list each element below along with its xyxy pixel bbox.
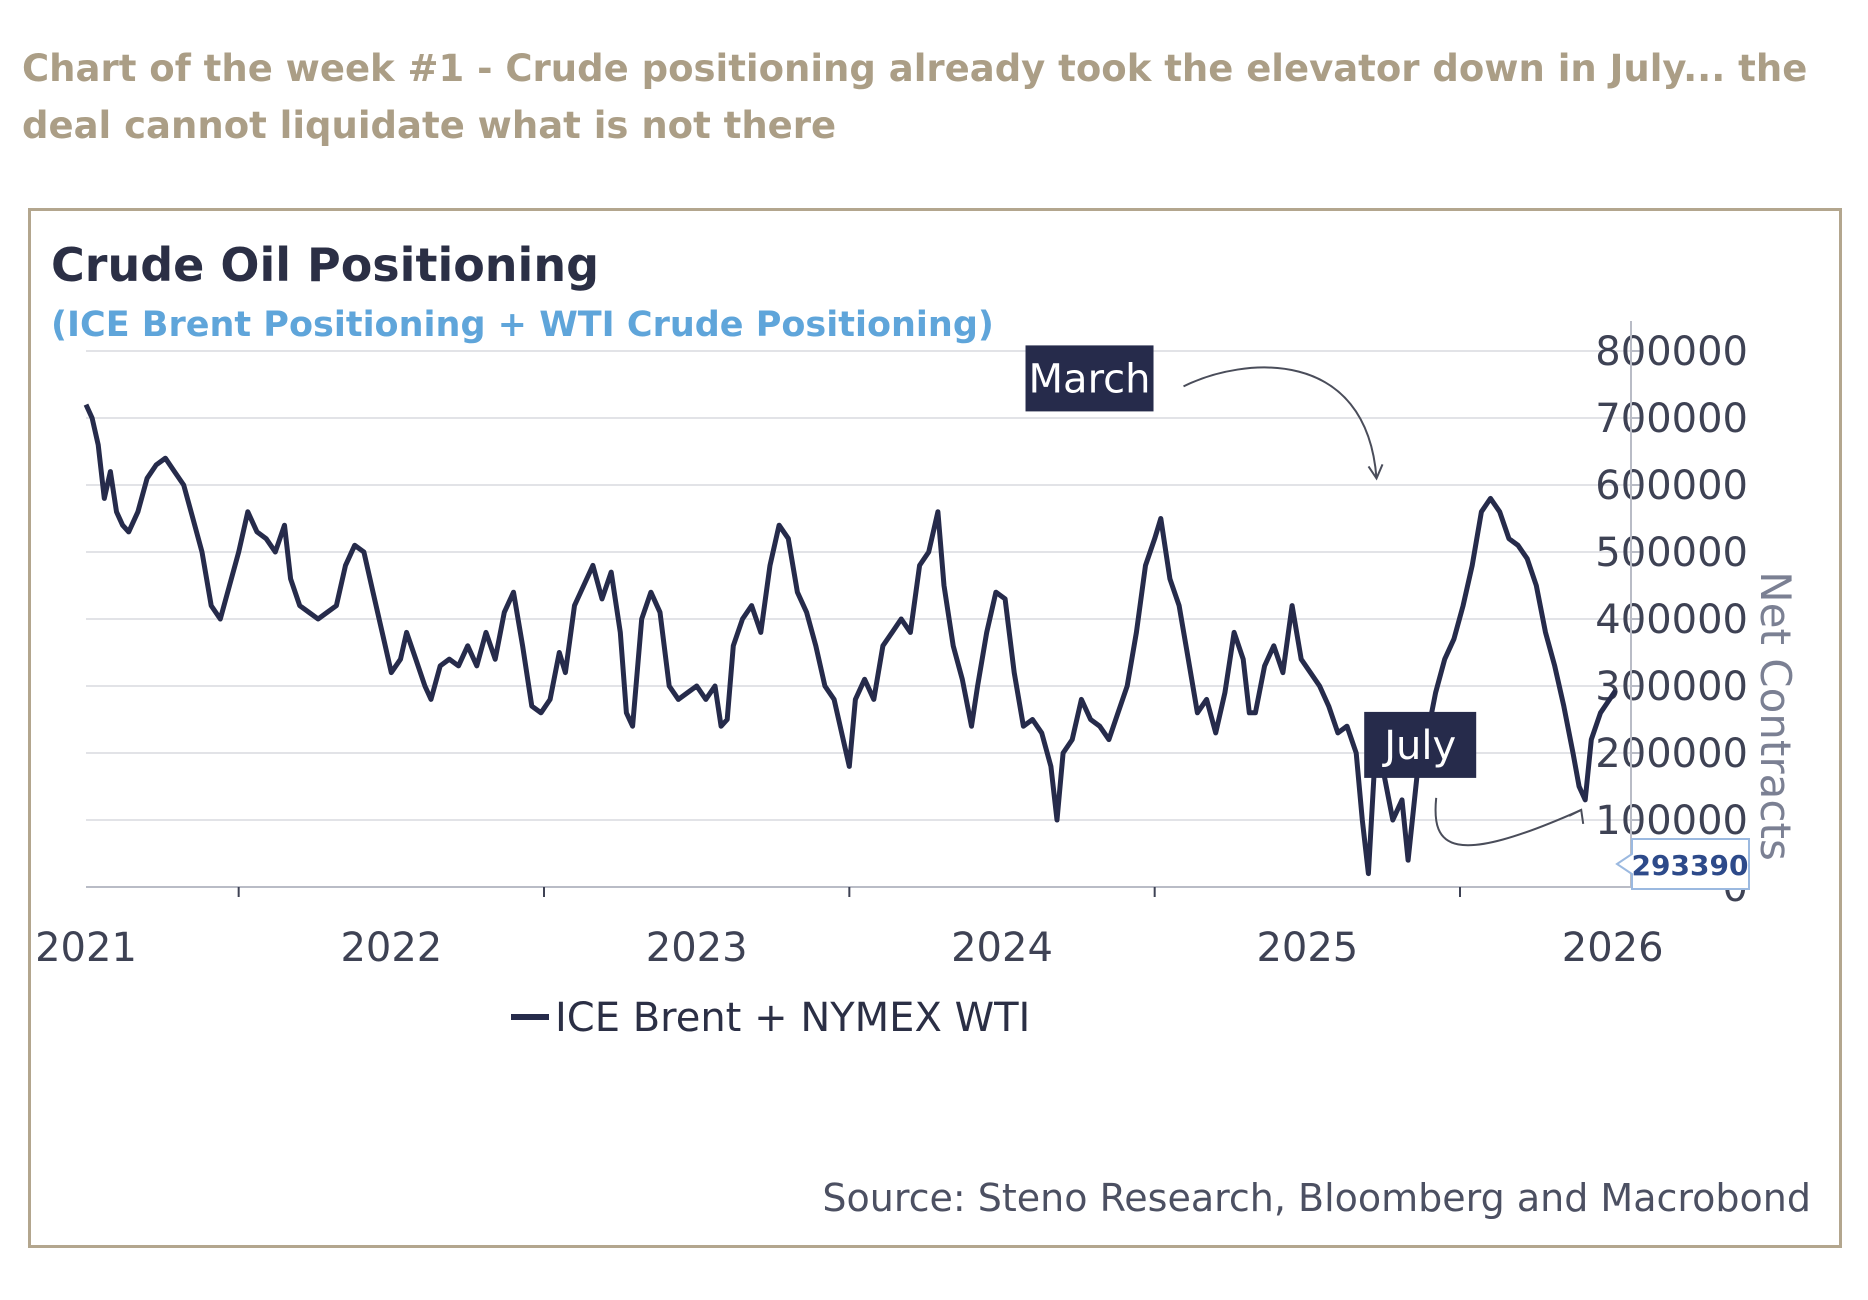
chart-subtitle: (ICE Brent Positioning + WTI Crude Posit…: [51, 305, 994, 345]
last-value-callout: 293390: [1615, 838, 1750, 890]
x-tick-label: 2023: [646, 925, 748, 971]
legend: ICE Brent + NYMEX WTI: [511, 995, 1030, 1041]
y-tick-label: 700000: [1595, 396, 1748, 442]
y-tick-label: 500000: [1595, 530, 1748, 576]
annotation-arrowhead: [1367, 464, 1384, 481]
annotation-label: July: [1381, 723, 1456, 769]
gridlines: [86, 350, 1631, 821]
x-tick-label: 2022: [340, 925, 442, 971]
series-layer: [83, 403, 1618, 877]
annotation-label: March: [1029, 356, 1151, 402]
callout-box: [1615, 838, 1750, 890]
x-tick-label: 2024: [951, 925, 1053, 971]
headline: Chart of the week #1 - Crude positioning…: [22, 47, 1808, 147]
chart-title: Crude Oil Positioning: [51, 238, 599, 292]
annotation-arrow: [1434, 797, 1582, 847]
x-tick-label: 2021: [35, 925, 137, 971]
x-tick-label: 2025: [1256, 925, 1358, 971]
chart-panel: Crude Oil Positioning (ICE Brent Positio…: [28, 208, 1842, 1248]
chart: Crude Oil Positioning (ICE Brent Positio…: [35, 238, 1811, 1220]
legend-label: ICE Brent + NYMEX WTI: [555, 995, 1030, 1041]
source-note: Source: Steno Research, Bloomberg and Ma…: [822, 1176, 1811, 1220]
annotation-box: [1364, 711, 1477, 778]
annotation-arrow: [1183, 366, 1378, 479]
y-tick-label: 600000: [1595, 463, 1748, 509]
y-tick-label: 100000: [1595, 798, 1748, 844]
y-tick-label: 400000: [1595, 597, 1748, 643]
x-tick-label: 2026: [1562, 925, 1664, 971]
series-line: [83, 403, 1618, 877]
annotations: March July: [1025, 345, 1585, 847]
callout-value: 293390: [1632, 849, 1749, 882]
y-tick-label: 800000: [1595, 329, 1748, 375]
axes: 0100000200000300000400000500000600000700…: [35, 321, 1748, 971]
y-tick-label: 200000: [1595, 731, 1748, 777]
y-axis-label: Net Contracts: [1751, 571, 1800, 861]
y-tick-label: 300000: [1595, 664, 1748, 710]
annotation-box: [1025, 345, 1154, 412]
